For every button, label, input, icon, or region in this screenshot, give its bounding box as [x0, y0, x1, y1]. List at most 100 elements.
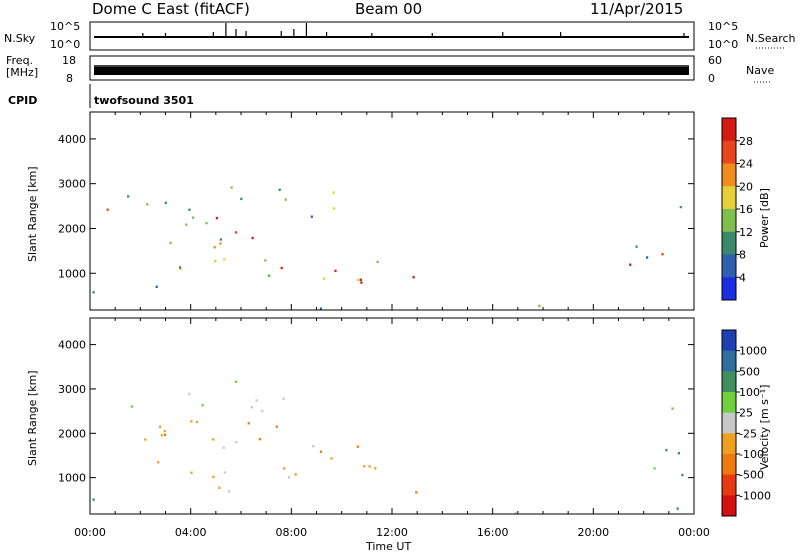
- colorbar-swatch: [722, 231, 736, 255]
- echo-cell: [228, 490, 231, 493]
- echo-cell: [334, 269, 337, 273]
- velocity-panel: 1000 2000 3000 4000: [58, 317, 695, 515]
- echo-cell: [212, 438, 215, 441]
- echo-cell: [368, 465, 371, 468]
- y-tick-label: 2000: [58, 427, 86, 440]
- colorbar-tick-label: 16: [739, 203, 753, 216]
- echo-cell: [219, 238, 222, 241]
- echo-cell: [130, 405, 133, 408]
- nsky-tick-low: 10^0: [50, 38, 80, 51]
- echo-cell: [288, 476, 291, 479]
- echo-cell: [179, 267, 182, 271]
- y-tick-label: 3000: [58, 178, 86, 191]
- echo-cell: [514, 511, 517, 515]
- colorbar-swatch: [722, 454, 736, 476]
- nsky-panel: [89, 21, 695, 51]
- echo-cell: [240, 197, 243, 201]
- echo-cell: [665, 448, 668, 452]
- beam-title: Beam 00: [355, 0, 422, 18]
- velocity-colorbar-label: Velocity [m s⁻¹]: [758, 385, 771, 470]
- echo-cell: [213, 246, 216, 249]
- echo-cell: [188, 392, 191, 396]
- power-x-ticks: [89, 112, 695, 310]
- echo-cell: [201, 404, 204, 407]
- echo-cell: [158, 425, 162, 428]
- echo-cell: [312, 445, 315, 448]
- echo-cell: [160, 434, 163, 437]
- echo-cell: [185, 223, 188, 226]
- echo-cell: [230, 186, 233, 189]
- colorbar-tick-label: -1000: [739, 489, 771, 502]
- colorbar-swatch: [722, 392, 736, 414]
- colorbar-swatch: [722, 209, 736, 233]
- colorbar-tick-label: 100: [739, 386, 760, 399]
- colorbar-swatch: [722, 254, 736, 278]
- freq-tick-high: 18: [62, 54, 76, 67]
- y-tick-label: 1000: [58, 267, 86, 280]
- echo-cell: [234, 380, 238, 383]
- station-title: Dome C East (fitACF): [92, 0, 250, 18]
- colorbar-tick-label: 20: [739, 180, 753, 193]
- colorbar-tick-label: 1000: [739, 345, 767, 358]
- nave-band: [94, 67, 689, 75]
- nave-label: Nave: [746, 64, 774, 77]
- date-title: 11/Apr/2015: [590, 0, 683, 18]
- echo-cell: [157, 461, 160, 464]
- time-axis-ticks: 00:00 04:00 08:00 12:00 16:00 20:00 00:00: [74, 526, 710, 539]
- power-y-ticks: 1000 2000 3000 4000: [58, 133, 694, 280]
- cpid-value: twofsound 3501: [94, 94, 194, 107]
- time-tick-label: 16:00: [477, 526, 509, 539]
- echo-cell: [280, 266, 283, 270]
- power-colorbar-label: Power [dB]: [758, 188, 771, 248]
- velocity-ylabel: Slant Range [km]: [26, 370, 39, 466]
- velocity-x-ticks: [89, 318, 695, 514]
- echo-cell: [155, 285, 158, 288]
- colorbar-tick-label: -100: [739, 448, 764, 461]
- echo-cell: [218, 486, 221, 489]
- freq-tick-low: 8: [66, 72, 73, 85]
- echo-cell: [357, 278, 360, 282]
- time-tick-label: 00:00: [678, 526, 710, 539]
- echo-cell: [219, 242, 222, 245]
- echo-cell: [294, 473, 297, 476]
- echo-cell: [258, 437, 261, 441]
- echo-cell: [653, 467, 656, 470]
- echo-cell: [412, 276, 415, 279]
- echo-cell: [212, 475, 215, 479]
- echo-cell: [251, 236, 254, 240]
- echo-cell: [190, 420, 193, 423]
- echo-cell: [255, 399, 258, 402]
- echo-cell: [169, 241, 172, 245]
- echo-cell: [190, 471, 193, 474]
- colorbar-tick-label: 28: [739, 135, 753, 148]
- echo-cell: [164, 201, 167, 204]
- echo-cell: [323, 277, 326, 280]
- echo-cell: [235, 441, 238, 444]
- echo-cell: [310, 215, 313, 218]
- echo-cell: [332, 207, 335, 210]
- echo-cell: [146, 203, 149, 206]
- echo-cell: [646, 256, 649, 259]
- echo-cell: [264, 259, 267, 262]
- colorbar-tick-label: 8: [739, 249, 746, 262]
- cpid-label: CPID: [8, 94, 37, 107]
- echo-cell: [681, 473, 684, 477]
- colorbar-swatch: [722, 350, 736, 372]
- echo-cell: [356, 445, 359, 448]
- echo-cell: [671, 407, 674, 410]
- power-ylabel: Slant Range [km]: [26, 166, 39, 262]
- freq-label-1: Freq.: [6, 54, 33, 67]
- echo-cell: [127, 195, 130, 198]
- nsky-label: N.Sky: [4, 32, 36, 45]
- echo-cell: [676, 507, 679, 510]
- echo-cell: [178, 266, 182, 269]
- colorbar-swatch: [722, 277, 736, 301]
- power-panel: 1000 2000 3000 4000: [58, 111, 695, 311]
- time-tick-label: 12:00: [376, 526, 408, 539]
- nsky-trace: [94, 23, 689, 38]
- colorbar-swatch: [722, 186, 736, 210]
- nsearch-label: N.Search: [746, 32, 796, 45]
- echo-cell: [163, 429, 166, 433]
- echo-cell: [250, 406, 253, 409]
- y-tick-label: 2000: [58, 222, 86, 235]
